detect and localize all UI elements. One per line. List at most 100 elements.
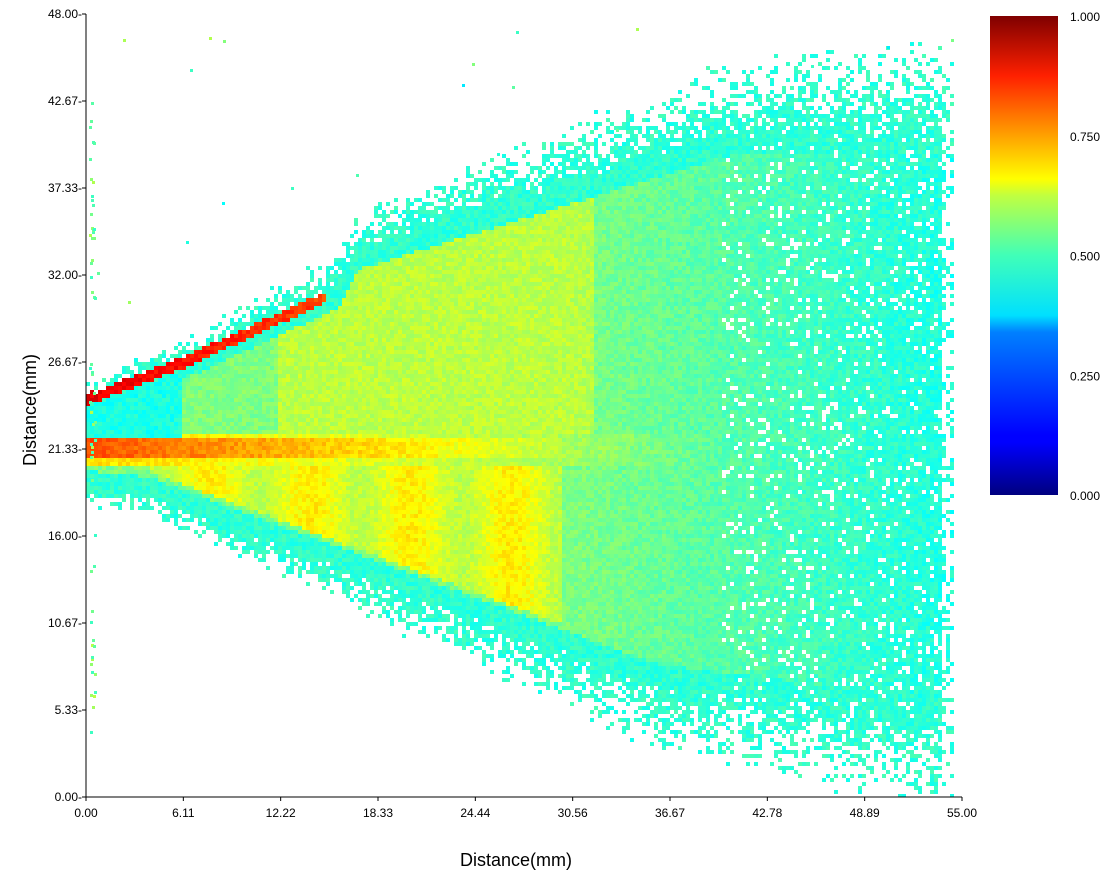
heatmap-cell <box>130 466 134 470</box>
heatmap-cell <box>198 478 202 482</box>
heatmap-cell <box>190 386 194 390</box>
heatmap-cell <box>306 442 310 446</box>
heatmap-cell <box>110 418 114 422</box>
heatmap-cell <box>410 454 414 458</box>
heatmap-cell <box>382 554 386 558</box>
heatmap-cell <box>274 442 278 446</box>
heatmap-cell <box>402 482 406 486</box>
heatmap-cell <box>410 342 414 346</box>
heatmap-cell <box>266 418 270 422</box>
heatmap-cell <box>406 458 410 462</box>
heatmap-cell <box>406 382 410 386</box>
heatmap-cell <box>406 554 410 558</box>
heatmap-cell <box>338 454 342 458</box>
heatmap-cell <box>358 294 362 298</box>
heatmap-cell <box>86 478 90 482</box>
heatmap-cell <box>406 262 410 266</box>
heatmap-cell <box>398 238 402 242</box>
heatmap-cell <box>398 522 402 526</box>
heatmap-cell <box>258 462 262 466</box>
heatmap-cell <box>350 310 354 314</box>
heatmap-cell <box>270 386 274 390</box>
heatmap-cell <box>406 282 410 286</box>
heatmap-cell <box>162 374 166 378</box>
heatmap-cell <box>402 354 406 358</box>
heatmap-cell <box>330 410 334 414</box>
heatmap-cell <box>246 514 250 518</box>
heatmap-cell <box>354 502 358 506</box>
heatmap-cell <box>214 386 218 390</box>
heatmap-cell <box>330 494 334 498</box>
heatmap-cell <box>382 362 386 366</box>
heatmap-cell <box>410 414 414 418</box>
heatmap-cell <box>162 506 166 510</box>
heatmap-cell <box>134 466 138 470</box>
heatmap-cell <box>374 258 378 262</box>
heatmap-cell <box>234 342 238 346</box>
heatmap-cell <box>382 470 386 474</box>
heatmap-cell <box>378 310 382 314</box>
heatmap-cell <box>106 434 110 438</box>
heatmap-cell <box>378 466 382 470</box>
heatmap-cell <box>270 462 274 466</box>
heatmap-cell <box>406 478 410 482</box>
heatmap-cell <box>314 430 318 434</box>
heatmap-cell <box>362 438 366 442</box>
heatmap-cell <box>402 210 406 214</box>
heatmap-cell <box>378 538 382 542</box>
heatmap-cell <box>90 482 94 486</box>
heatmap-cell <box>290 354 294 358</box>
heatmap-cell <box>262 418 266 422</box>
heatmap-cell <box>286 402 290 406</box>
heatmap-cell <box>262 318 266 322</box>
heatmap-cell <box>386 326 390 330</box>
heatmap-cell <box>246 538 250 542</box>
heatmap-cell <box>366 558 370 562</box>
heatmap-cell <box>362 522 366 526</box>
heatmap-cell <box>386 418 390 422</box>
heatmap-cell <box>406 514 410 518</box>
heatmap-cell <box>390 578 394 582</box>
heatmap-cell <box>330 318 334 322</box>
heatmap-cell <box>390 498 394 502</box>
heatmap-cell <box>282 410 286 414</box>
heatmap-cell <box>378 402 382 406</box>
heatmap-cell <box>310 462 314 466</box>
heatmap-cell <box>390 426 394 430</box>
heatmap-cell <box>338 418 342 422</box>
heatmap-cell <box>198 438 202 442</box>
heatmap-cell <box>298 410 302 414</box>
heatmap-cell <box>182 510 186 514</box>
heatmap-cell <box>270 546 274 550</box>
heatmap-cell <box>322 550 326 554</box>
heatmap-cell <box>274 322 278 326</box>
heatmap-cell <box>106 390 110 394</box>
heatmap-cell <box>278 398 282 402</box>
heatmap-cell <box>398 482 402 486</box>
heatmap-cell <box>326 474 330 478</box>
heatmap-cell <box>342 314 346 318</box>
heatmap-cell <box>186 370 190 374</box>
heatmap-cell <box>410 594 414 598</box>
heatmap-cell <box>338 518 342 522</box>
heatmap-cell <box>182 430 186 434</box>
heatmap-cell <box>370 286 374 290</box>
heatmap-cell <box>238 534 242 538</box>
heatmap-cell <box>322 486 326 490</box>
heatmap-cell <box>254 446 258 450</box>
heatmap-cell <box>158 450 162 454</box>
heatmap-cell <box>158 466 162 470</box>
heatmap-cell <box>234 514 238 518</box>
heatmap-cell <box>258 434 262 438</box>
heatmap-cell <box>358 438 362 442</box>
heatmap-cell <box>366 310 370 314</box>
heatmap-cell <box>106 430 110 434</box>
heatmap-cell <box>390 254 394 258</box>
heatmap-cell <box>350 362 354 366</box>
heatmap-cell <box>374 602 378 606</box>
heatmap-cell <box>406 302 410 306</box>
heatmap-cell <box>334 414 338 418</box>
heatmap-cell <box>310 410 314 414</box>
heatmap-cell <box>362 466 366 470</box>
heatmap-cell <box>342 450 346 454</box>
